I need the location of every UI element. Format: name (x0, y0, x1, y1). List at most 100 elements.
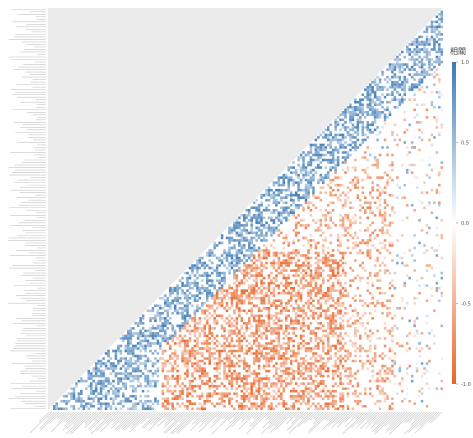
heatmap-cell (349, 317, 352, 320)
heatmap-cell (346, 404, 350, 408)
heatmap-cell (245, 382, 249, 385)
heatmap-cell (326, 359, 330, 363)
heatmap-cell (183, 364, 187, 368)
heatmap-cell (233, 354, 236, 358)
heatmap-cell (220, 392, 224, 395)
heatmap-cell (257, 379, 261, 383)
heatmap-cell (97, 399, 100, 403)
heatmap-cell (139, 374, 142, 378)
heatmap-cell (307, 399, 310, 403)
heatmap-cell (294, 369, 298, 373)
heatmap-cell (294, 327, 298, 330)
heatmap-cell (260, 314, 263, 318)
heatmap-cell (166, 309, 170, 313)
heatmap-cell (151, 362, 155, 365)
heatmap-cell (275, 276, 278, 280)
heatmap-cell (191, 379, 194, 383)
heatmap-cell (188, 357, 192, 360)
heatmap-cell (154, 379, 157, 383)
heatmap-cell (186, 342, 189, 345)
heatmap-cell (329, 286, 332, 290)
heatmap-cell (322, 339, 325, 343)
heatmap-cell (373, 83, 377, 86)
heatmap-cell (146, 377, 150, 380)
heatmap-cell (398, 53, 402, 56)
heatmap-cell (139, 332, 142, 335)
heatmap-cell (250, 216, 253, 220)
heatmap-cell (287, 256, 290, 260)
heatmap-cell (368, 312, 372, 315)
heatmap-cell (396, 133, 399, 137)
heatmap-cell (413, 296, 416, 300)
heatmap-cell (213, 319, 216, 323)
heatmap-cell (272, 198, 276, 202)
heatmap-cell (275, 193, 278, 197)
heatmap-cell (250, 219, 253, 222)
heatmap-cell (339, 274, 342, 277)
heatmap-cell (213, 284, 216, 287)
heatmap-cell (151, 327, 155, 330)
heatmap-cell (285, 281, 288, 285)
heatmap-cell (282, 362, 286, 365)
heatmap-cell (252, 359, 256, 363)
heatmap-cell (388, 369, 392, 373)
heatmap-cell (368, 100, 372, 104)
heatmap-cell (215, 244, 219, 247)
heatmap-cell (292, 377, 295, 380)
heatmap-cell (425, 28, 429, 31)
heatmap-cell (304, 269, 308, 272)
heatmap-cell (109, 407, 113, 411)
heatmap-cell (341, 206, 345, 210)
heatmap-cell (210, 327, 214, 330)
heatmap-cell (80, 377, 83, 380)
heatmap-cell (255, 332, 258, 335)
heatmap-cell (344, 261, 347, 265)
heatmap-cell (289, 259, 293, 262)
heatmap-cell (391, 70, 394, 74)
heatmap-cell (438, 30, 441, 34)
heatmap-cell (215, 306, 219, 310)
heatmap-cell (292, 183, 295, 187)
heatmap-cell (304, 314, 308, 318)
heatmap-cell (307, 349, 310, 353)
heatmap-cell (336, 296, 340, 300)
heatmap-cell (238, 314, 241, 318)
heatmap-cell (354, 158, 357, 162)
heatmap-cell (149, 399, 152, 403)
heatmap-cell (331, 389, 335, 393)
heatmap-cell (336, 337, 340, 340)
heatmap-cell (309, 347, 313, 350)
heatmap-cell (233, 312, 236, 315)
heatmap-cell (220, 344, 224, 348)
heatmap-cell (277, 374, 281, 378)
heatmap-cell (346, 226, 350, 230)
heatmap-cell (302, 274, 305, 277)
heatmap-cell (373, 271, 377, 275)
heatmap-cell (351, 146, 355, 149)
heatmap-cell (425, 111, 429, 114)
heatmap-cell (438, 25, 441, 29)
heatmap-cell (122, 384, 125, 388)
heatmap-cell (186, 319, 189, 323)
heatmap-cell (225, 251, 229, 255)
heatmap-cell (208, 337, 211, 340)
heatmap-cell (181, 301, 184, 305)
heatmap-cell (324, 239, 328, 242)
heatmap-cell (415, 85, 419, 89)
heatmap-cell (235, 299, 239, 303)
heatmap-cell (331, 394, 335, 398)
heatmap-cell (287, 367, 290, 370)
heatmap-cell (299, 286, 303, 290)
heatmap-cell (423, 68, 426, 71)
heatmap-cell (107, 379, 110, 383)
heatmap-cell (294, 294, 298, 297)
heatmap-cell (191, 329, 194, 333)
heatmap-cell (433, 309, 436, 313)
heatmap-cell (230, 246, 234, 250)
heatmap-cell (250, 239, 253, 242)
heatmap-cell (196, 359, 199, 363)
heatmap-cell (206, 347, 209, 350)
heatmap-cell (292, 327, 295, 330)
heatmap-cell (336, 312, 340, 315)
heatmap-cell (129, 342, 132, 345)
